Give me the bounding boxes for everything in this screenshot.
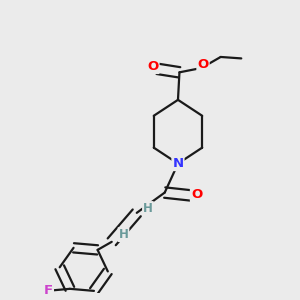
- Text: H: H: [118, 228, 128, 241]
- Text: N: N: [172, 157, 184, 170]
- Text: F: F: [44, 284, 53, 297]
- Text: O: O: [191, 188, 202, 201]
- Text: O: O: [147, 60, 159, 73]
- Text: O: O: [197, 58, 208, 71]
- Text: H: H: [143, 202, 153, 215]
